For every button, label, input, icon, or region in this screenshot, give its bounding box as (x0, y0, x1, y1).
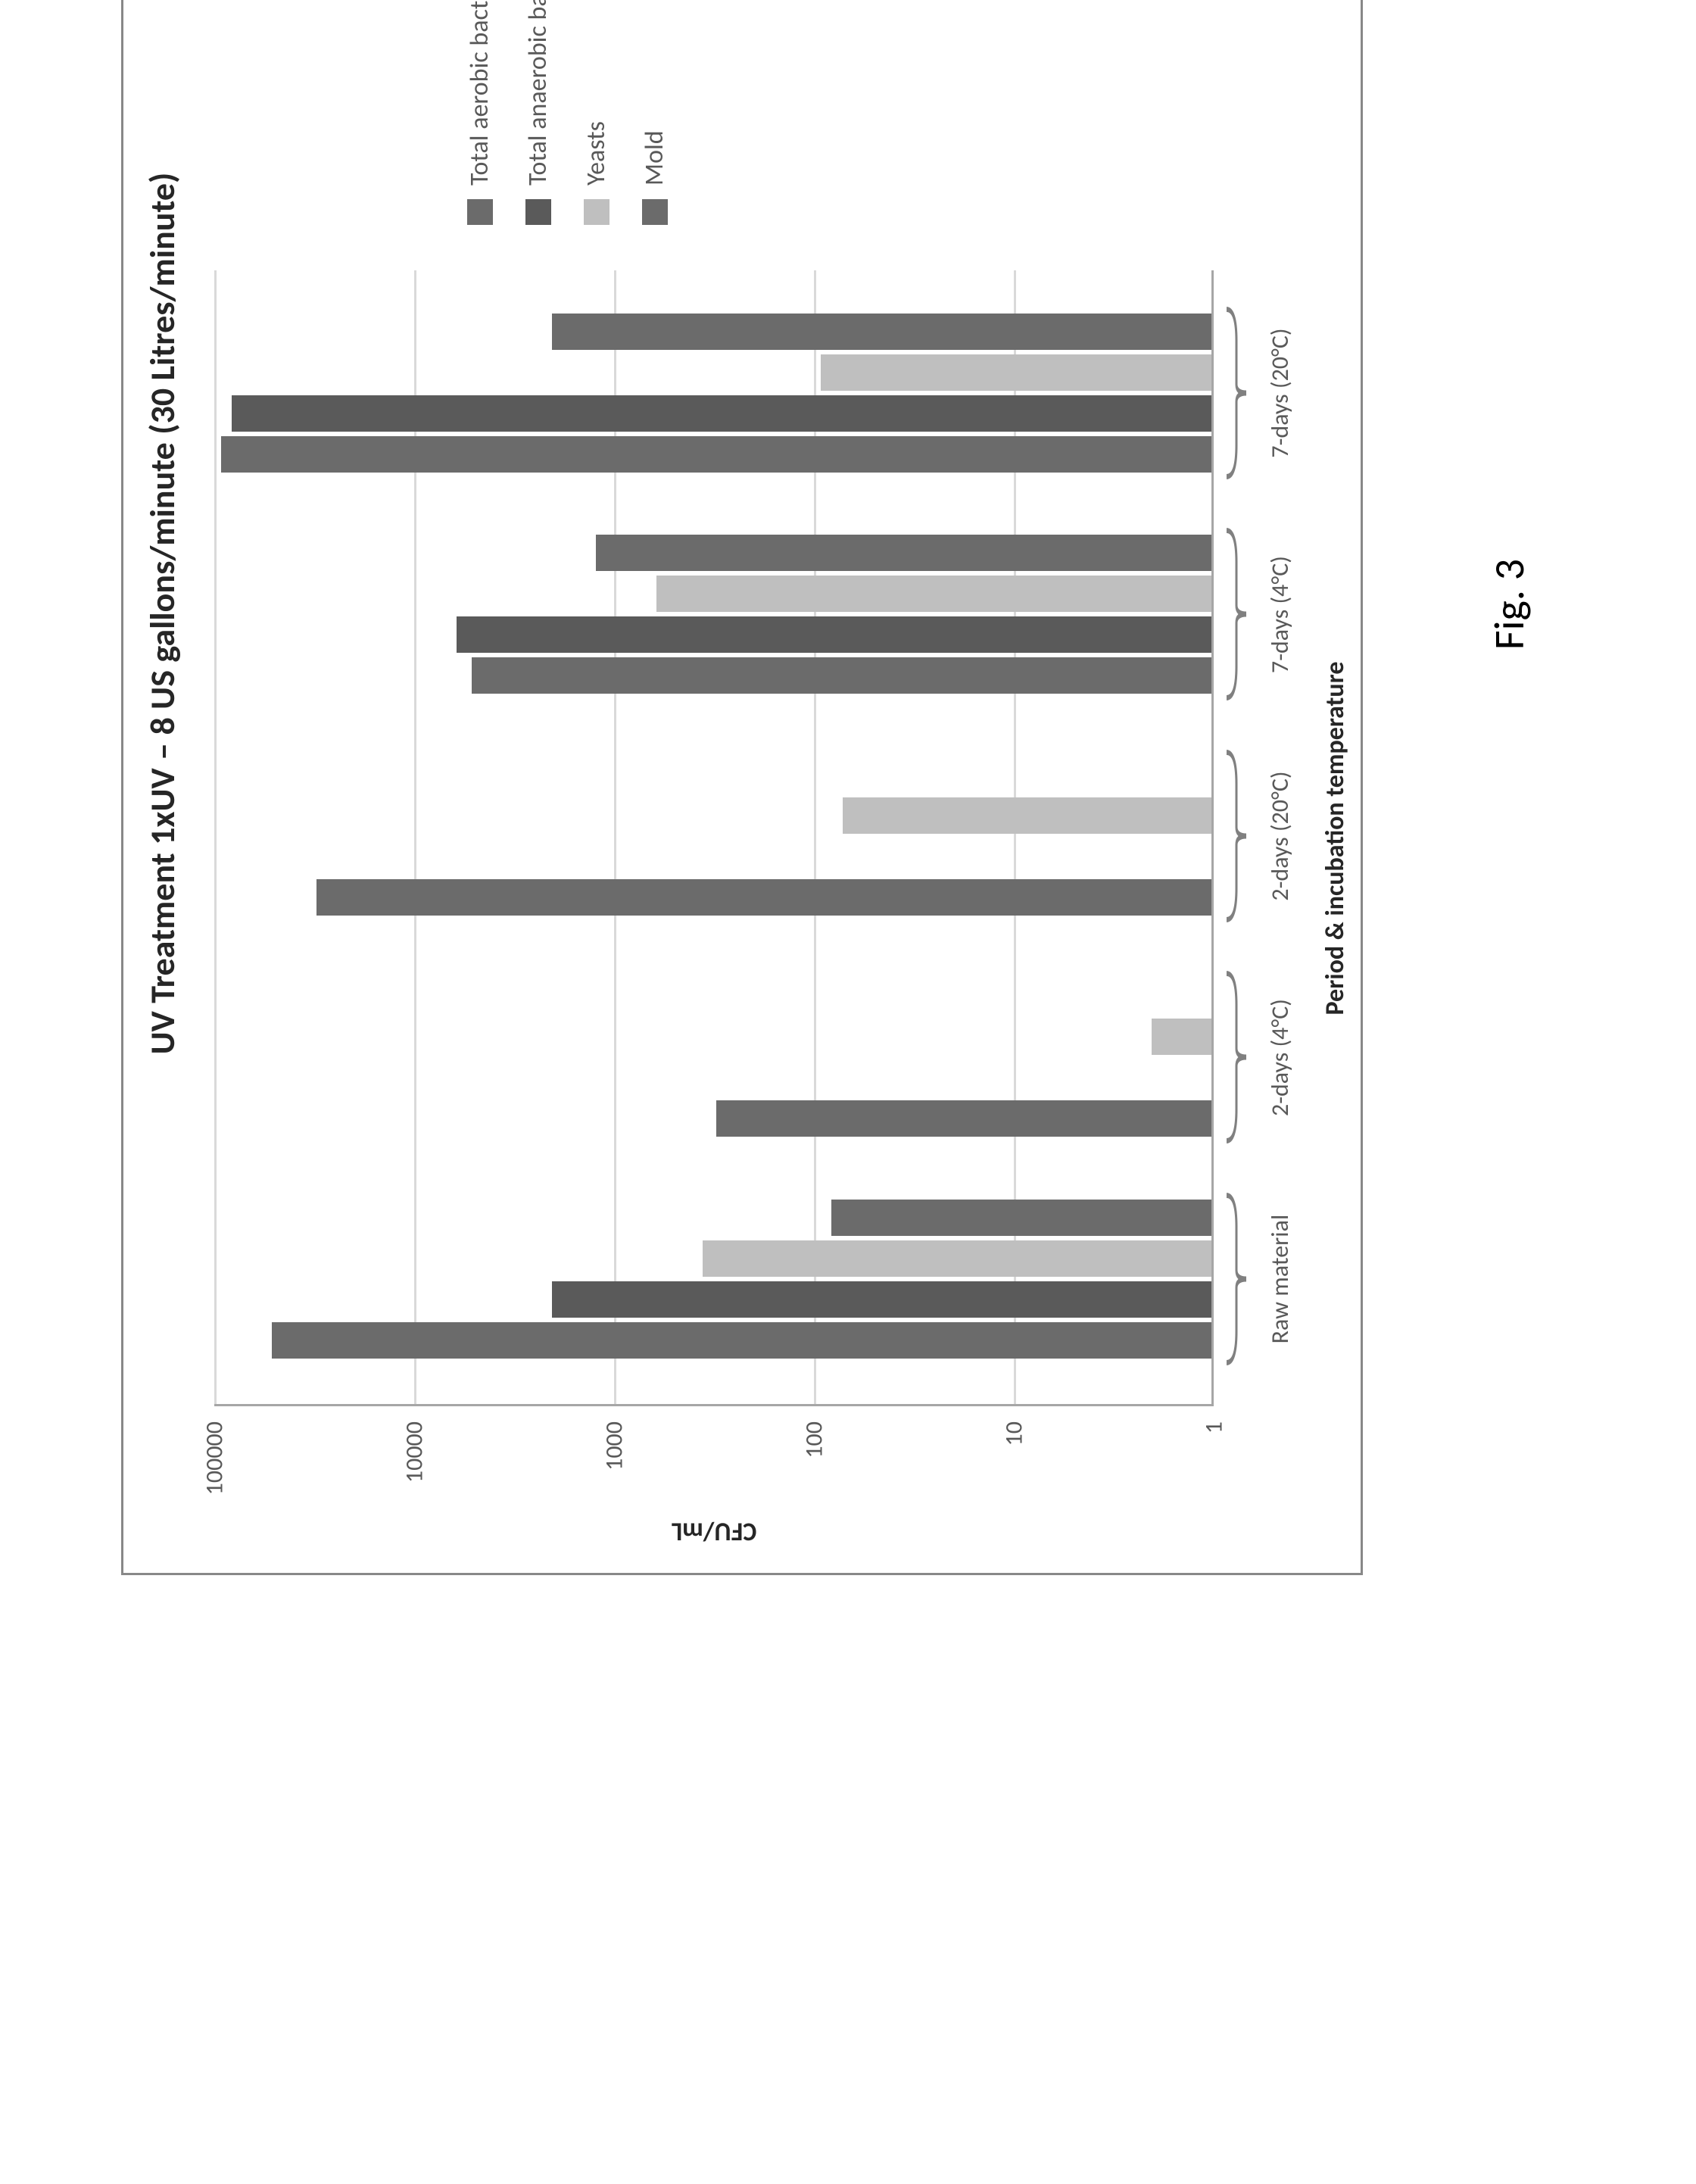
legend-item: Yeasts (581, 0, 612, 225)
x-tick-label: Raw material (1265, 1200, 1295, 1359)
bar (472, 658, 1211, 694)
chart-title: UV Treatment 1xUV – 8 US gallons/minute … (142, 0, 184, 1573)
figure-caption: Fig. 3 (1484, 0, 1535, 1696)
bar (552, 1281, 1211, 1318)
bar (316, 879, 1211, 916)
x-tick-label: 2-days (20°C) (1265, 757, 1295, 916)
group-bracket (1225, 1192, 1248, 1366)
gridline (214, 270, 217, 1404)
bar (552, 314, 1211, 350)
legend-label: Mold (639, 130, 670, 186)
y-tick-label: 10000 (400, 1421, 429, 1573)
legend-item: Total anaerobic bacteria (522, 0, 553, 225)
y-tick-label: 100 (800, 1421, 829, 1573)
legend-swatch (525, 199, 551, 225)
bar (272, 1322, 1211, 1359)
legend-label: Total anaerobic bacteria (522, 0, 553, 186)
bar (716, 1101, 1211, 1137)
group-bracket (1225, 971, 1248, 1145)
bar (457, 617, 1211, 654)
bar (1152, 1019, 1211, 1056)
y-tick-label: 1000 (600, 1421, 629, 1573)
x-tick-label: 7-days (4°C) (1265, 535, 1295, 694)
y-tick-label: 1 (1199, 1421, 1229, 1573)
bar (821, 354, 1211, 391)
group-bracket (1225, 306, 1248, 480)
bar (656, 576, 1211, 613)
legend-item: Mold (639, 0, 670, 225)
legend-swatch (642, 199, 668, 225)
x-tick-label: 7-days (20°C) (1265, 314, 1295, 473)
bar (232, 395, 1211, 432)
legend-swatch (584, 199, 610, 225)
legend-label: Yeasts (581, 121, 612, 186)
bar (703, 1240, 1211, 1277)
y-axis-title: CFU/mL (672, 1516, 756, 1547)
bar (831, 1200, 1211, 1236)
group-bracket (1225, 749, 1248, 923)
plot-area: Raw material2-days (4°C)2-days (20°C)7-d… (214, 270, 1214, 1406)
bar (221, 436, 1211, 473)
group-bracket (1225, 528, 1248, 702)
x-axis-title: Period & incubation temperature (1320, 270, 1351, 1406)
legend-swatch (467, 199, 493, 225)
legend-item: Total aerobic bacteria (464, 0, 495, 225)
y-tick-label: 10 (999, 1421, 1029, 1573)
chart-frame: UV Treatment 1xUV – 8 US gallons/minute … (121, 0, 1363, 1575)
bar (843, 797, 1211, 834)
y-tick-label: 100000 (200, 1421, 229, 1573)
x-tick-label: 2-days (4°C) (1265, 978, 1295, 1137)
legend: Total aerobic bacteria Total anaerobic ba… (464, 0, 697, 225)
bar (596, 535, 1211, 572)
legend-label: Total aerobic bacteria (464, 0, 495, 186)
